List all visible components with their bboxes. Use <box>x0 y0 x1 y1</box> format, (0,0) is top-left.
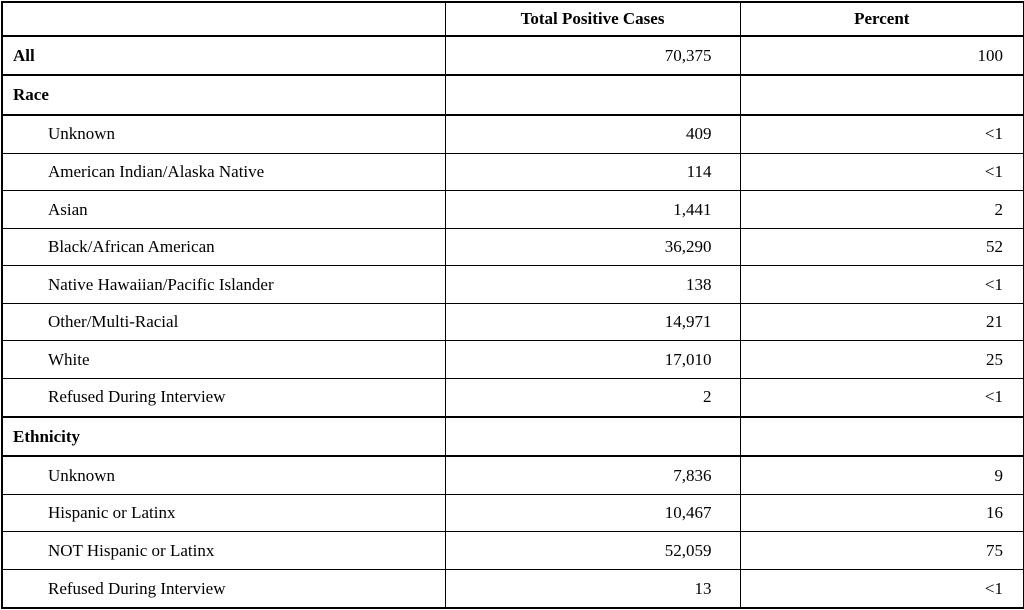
cases-cell: 14,971 <box>444 302 741 342</box>
percent-cell: <1 <box>739 114 1024 154</box>
row-label: Asian <box>1 190 446 229</box>
cases-cell: 409 <box>444 114 741 154</box>
column-header-empty <box>1 1 446 37</box>
row-label: Other/Multi-Racial <box>1 302 446 342</box>
table-row: White 17,010 25 <box>1 340 1024 379</box>
column-header-total-positive-cases: Total Positive Cases <box>444 1 741 37</box>
percent-cell: <1 <box>739 265 1024 304</box>
table-row: Other/Multi-Racial 14,971 21 <box>1 302 1024 342</box>
row-label: Native Hawaiian/Pacific Islander <box>1 265 446 304</box>
percent-cell <box>739 74 1024 116</box>
cases-cell: 138 <box>444 265 741 304</box>
table-row: Refused During Interview 2 <1 <box>1 377 1024 418</box>
percent-cell: 75 <box>739 531 1024 570</box>
row-label: White <box>1 340 446 379</box>
percent-cell: 100 <box>739 34 1024 77</box>
row-label: All <box>1 34 446 77</box>
cases-cell: 70,375 <box>444 34 741 77</box>
table-row: Black/African American 36,290 52 <box>1 227 1024 267</box>
cases-cell: 2 <box>444 377 741 418</box>
table-header: Total Positive Cases Percent <box>1 1 1024 37</box>
row-label: Refused During Interview <box>1 568 446 609</box>
table-row: NOT Hispanic or Latinx 52,059 75 <box>1 531 1024 570</box>
percent-cell: 2 <box>739 190 1024 229</box>
table-row: Asian 1,441 2 <box>1 190 1024 229</box>
table-row: All 70,375 100 <box>1 34 1024 77</box>
table-row: Unknown 409 <1 <box>1 114 1024 154</box>
table-row: Ethnicity <box>1 415 1024 458</box>
row-label: Unknown <box>1 455 446 495</box>
table-row: Race <box>1 74 1024 116</box>
row-label: NOT Hispanic or Latinx <box>1 531 446 570</box>
percent-cell: 16 <box>739 493 1024 533</box>
cases-cell <box>444 415 741 458</box>
row-label: Ethnicity <box>1 415 446 458</box>
percent-cell: 9 <box>739 455 1024 495</box>
row-label: Unknown <box>1 114 446 154</box>
table-row: Native Hawaiian/Pacific Islander 138 <1 <box>1 265 1024 304</box>
cases-cell: 17,010 <box>444 340 741 379</box>
percent-cell: <1 <box>739 377 1024 418</box>
table-body: All 70,375 100 Race Unknown 409 <1 American Ind… <box>1 34 1024 609</box>
cases-cell: 114 <box>444 152 741 192</box>
cases-cell: 7,836 <box>444 455 741 495</box>
cases-cell: 10,467 <box>444 493 741 533</box>
percent-cell <box>739 415 1024 458</box>
percent-cell: <1 <box>739 568 1024 609</box>
percent-cell: <1 <box>739 152 1024 192</box>
cases-cell: 1,441 <box>444 190 741 229</box>
table-row: Unknown 7,836 9 <box>1 455 1024 495</box>
row-label: Black/African American <box>1 227 446 267</box>
row-label: American Indian/Alaska Native <box>1 152 446 192</box>
percent-cell: 25 <box>739 340 1024 379</box>
cases-cell: 52,059 <box>444 531 741 570</box>
percent-cell: 21 <box>739 302 1024 342</box>
header-row: Total Positive Cases Percent <box>1 1 1024 37</box>
percent-cell: 52 <box>739 227 1024 267</box>
row-label: Race <box>1 74 446 116</box>
cases-cell: 36,290 <box>444 227 741 267</box>
column-header-percent: Percent <box>739 1 1024 37</box>
table-row: Hispanic or Latinx 10,467 16 <box>1 493 1024 533</box>
table-row: American Indian/Alaska Native 114 <1 <box>1 152 1024 192</box>
cases-cell <box>444 74 741 116</box>
table-row: Refused During Interview 13 <1 <box>1 568 1024 609</box>
row-label: Hispanic or Latinx <box>1 493 446 533</box>
row-label: Refused During Interview <box>1 377 446 418</box>
cases-cell: 13 <box>444 568 741 609</box>
